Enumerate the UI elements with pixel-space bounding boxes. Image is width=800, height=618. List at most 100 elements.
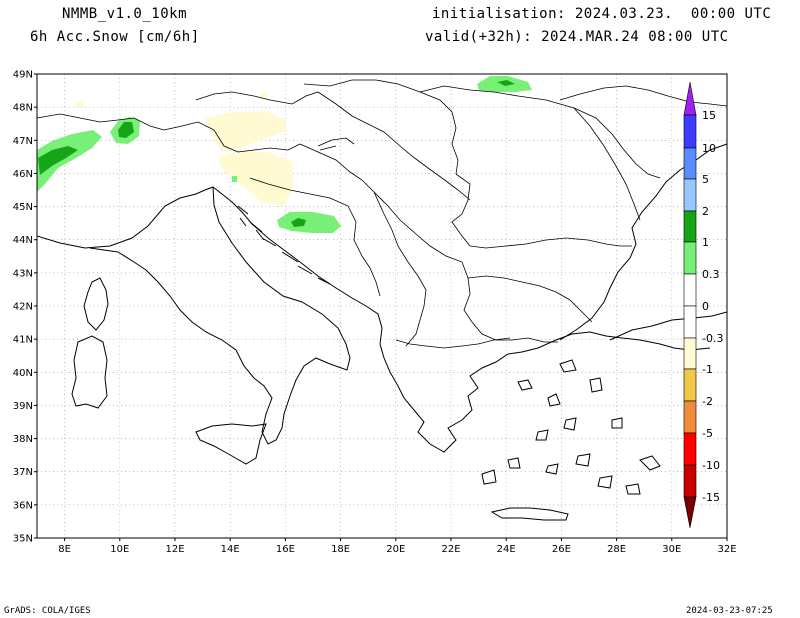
border-balkans xyxy=(299,143,558,343)
colorbar-bin-m03 xyxy=(683,337,697,370)
snow-shading xyxy=(37,76,532,233)
border-moldova xyxy=(573,107,641,221)
colorbar-label: -5 xyxy=(702,427,713,440)
colorbar-label: 2 xyxy=(702,205,709,218)
colorbar-label: -10 xyxy=(702,459,720,472)
lat-label: 46N xyxy=(13,169,33,180)
coast-dodecanese xyxy=(625,455,661,495)
lon-label: 10E xyxy=(110,544,129,555)
lat-label: 39N xyxy=(13,401,33,412)
colorbar-label: -1 xyxy=(702,363,713,376)
borders xyxy=(37,79,727,349)
colorbar-labels: 15 10 5 2 1 0.3 0 -0.3 -1 -2 -5 -10 -15 xyxy=(702,109,723,504)
lon-label: 26E xyxy=(552,544,571,555)
border-serbia xyxy=(373,191,427,347)
border-slovakia-hungary xyxy=(303,79,459,175)
colorbar-bin-5 xyxy=(683,178,697,212)
colorbar-label: 15 xyxy=(702,109,716,122)
valid-time: valid(+32h): 2024.MAR.24 08:00 UTC xyxy=(425,29,729,45)
snow-area-dkgreen-bosnia xyxy=(291,218,306,227)
lat-label: 48N xyxy=(13,103,33,114)
coast-turkey-north xyxy=(609,311,727,341)
colorbar-label: -15 xyxy=(702,491,720,504)
lat-label: 37N xyxy=(13,467,33,478)
colorbar-label: 0.3 xyxy=(702,268,720,281)
colorbar-bin-m10 xyxy=(683,464,697,498)
border-lakes xyxy=(317,137,355,151)
colorbar-bin-m2 xyxy=(683,400,697,434)
coast-croatian-islands xyxy=(237,205,331,285)
border-ukraine-east xyxy=(559,85,727,107)
colorbar-label: -2 xyxy=(702,395,713,408)
snow-area-pale-4 xyxy=(260,93,268,98)
lat-label: 49N xyxy=(13,70,33,81)
lon-label: 22E xyxy=(441,544,460,555)
lon-label: 18E xyxy=(331,544,350,555)
colorbar-top-arrow xyxy=(683,81,697,116)
lat-label: 44N xyxy=(13,235,33,246)
coast-sicily xyxy=(195,423,267,465)
border-central-europe xyxy=(195,91,471,201)
colorbar-bin-15 xyxy=(683,114,697,149)
coast-crete xyxy=(490,507,569,521)
lon-label: 16E xyxy=(276,544,295,555)
colorbar-bin-10 xyxy=(683,147,697,180)
snow-area-dkgreen-alps-west xyxy=(38,146,78,175)
lat-label: 41N xyxy=(13,335,33,346)
colorbar-label: 10 xyxy=(702,142,716,155)
grid-lines xyxy=(37,74,727,538)
lat-axis-labels: 35N 36N 37N 38N 39N 40N 41N 42N 43N 44N 45N 46N 47N 4… xyxy=(13,70,33,545)
border-romania xyxy=(451,173,632,249)
coast-italy xyxy=(37,186,351,445)
coast-aegean-islands xyxy=(481,359,623,489)
field-title: 6h Acc.Snow [cm/6h] xyxy=(30,29,200,45)
coast-corsica xyxy=(83,277,109,331)
snow-area-pale-2 xyxy=(218,150,293,206)
axis-ticks xyxy=(34,73,728,541)
coastlines xyxy=(37,143,727,521)
colorbar-label: 1 xyxy=(702,236,709,249)
colorbar-label: 5 xyxy=(702,173,709,186)
colorbar-bin-0 xyxy=(683,305,697,339)
init-time: initialisation: 2024.03.23. 00:00 UTC xyxy=(432,6,772,22)
colorbar-bin-m1 xyxy=(683,368,697,402)
snow-area-green-small xyxy=(232,176,237,182)
lat-label: 38N xyxy=(13,434,33,445)
lon-label: 14E xyxy=(221,544,240,555)
lat-label: 47N xyxy=(13,136,33,147)
lon-label: 24E xyxy=(497,544,516,555)
lat-label: 45N xyxy=(13,202,33,213)
colorbar: 15 10 5 2 1 0.3 0 -0.3 -1 -2 -5 -10 -15 xyxy=(683,81,723,529)
snow-area-dkgreen-alps xyxy=(118,122,134,138)
lat-label: 35N xyxy=(13,534,33,545)
lon-label: 20E xyxy=(386,544,405,555)
snow-area-pale-3 xyxy=(74,101,84,107)
lat-label: 42N xyxy=(13,302,33,313)
snow-area-green-bosnia xyxy=(277,212,341,233)
snow-area-dkgreen-carpathian xyxy=(497,80,515,86)
colorbar-label: 0 xyxy=(702,300,709,313)
footer-credit: GrADS: COLA/IGES xyxy=(4,606,91,616)
coast-adriatic-east xyxy=(212,186,711,453)
lon-label: 12E xyxy=(165,544,184,555)
lon-label: 32E xyxy=(717,544,736,555)
lat-label: 40N xyxy=(13,368,33,379)
snow-area-green-alps-west xyxy=(37,130,102,192)
lat-label: 43N xyxy=(13,268,33,279)
coast-sardinia xyxy=(71,335,108,409)
colorbar-bin-1 xyxy=(683,241,697,275)
lon-axis-labels: 8E 10E 12E 14E 16E 18E 20E 22E 24E 26E 28E 30E 32E xyxy=(58,544,736,555)
lon-label: 8E xyxy=(58,544,71,555)
lat-label: 36N xyxy=(13,500,33,511)
lon-label: 28E xyxy=(607,544,626,555)
colorbar-bin-m5 xyxy=(683,432,697,466)
lon-label: 30E xyxy=(662,544,681,555)
colorbar-bottom-arrow xyxy=(683,496,697,529)
border-bosnia xyxy=(249,177,381,297)
colorbar-label: -0.3 xyxy=(702,332,723,345)
colorbar-bin-2 xyxy=(683,210,697,243)
border-alps xyxy=(37,113,301,153)
footer-timestamp: 2024-03-23-07:25 xyxy=(686,606,773,616)
border-romania-ukraine xyxy=(419,85,661,179)
